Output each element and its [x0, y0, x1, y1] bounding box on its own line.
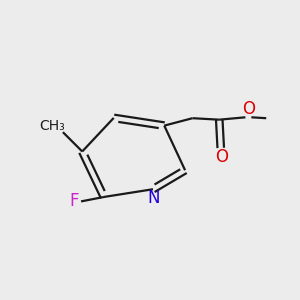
- Text: O: O: [242, 100, 255, 118]
- Text: CH₃: CH₃: [40, 119, 65, 133]
- Text: F: F: [70, 192, 79, 210]
- Text: O: O: [215, 148, 228, 166]
- Text: N: N: [148, 189, 160, 207]
